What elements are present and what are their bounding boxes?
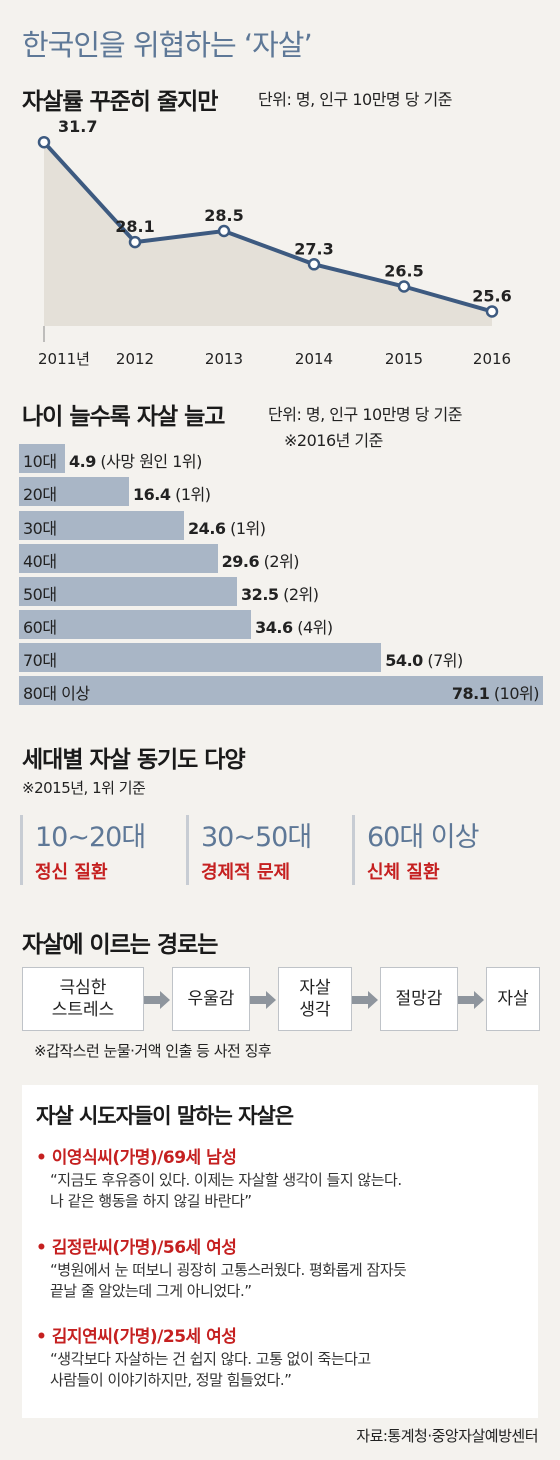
testimony-speaker: • 이영식씨(가명)/69세 남성 <box>36 1148 237 1168</box>
age-bar <box>19 610 252 639</box>
motive-age: 60대 이상 <box>367 822 479 853</box>
rate-point <box>397 280 411 293</box>
testimonies-panel <box>22 1085 538 1418</box>
age-bar <box>19 444 65 473</box>
rate-x-tick-label: 2013 <box>205 350 243 368</box>
source-credit: 자료:통계청·중앙자살예방센터 <box>356 1427 538 1445</box>
age-bar <box>19 477 130 506</box>
rate-x-tick-label: 2016 <box>473 350 511 368</box>
age-bar-value-label: 78.1 (10위) <box>451 684 540 703</box>
rate-point <box>485 305 499 318</box>
motive-age: 10~20대 <box>35 822 146 853</box>
motive-card: 10~20대 정신 질환 <box>20 815 146 885</box>
path-step-stress: 극심한 스트레스 <box>22 967 144 1031</box>
arrow-right-icon <box>250 991 276 1009</box>
motive-card: 60대 이상 신체 질환 <box>352 815 479 885</box>
testimony-speaker: • 김정란씨(가명)/56세 여성 <box>36 1238 237 1258</box>
age-chart-note: ※2016년 기준 <box>284 431 383 450</box>
age-bar-category: 40대 <box>23 552 57 571</box>
motives-note: ※2015년, 1위 기준 <box>22 779 146 797</box>
motive-cause: 경제적 문제 <box>201 862 291 883</box>
rate-value-label: 31.7 <box>58 120 97 136</box>
path-arrows <box>144 991 484 1009</box>
testimonies-title: 자살 시도자들이 말하는 자살은 <box>36 1104 294 1128</box>
rate-area-fill <box>44 142 492 326</box>
age-bar <box>19 511 185 540</box>
rate-chart-unit: 단위: 명, 인구 10만명 당 기준 <box>258 90 452 109</box>
age-chart-unit: 단위: 명, 인구 10만명 당 기준 <box>268 405 462 424</box>
rate-value-label: 26.5 <box>384 262 423 281</box>
motive-cause: 정신 질환 <box>35 862 108 883</box>
age-bar-value-label: 29.6 (2위) <box>221 552 300 571</box>
age-bar-value-label: 54.0 (7위) <box>385 651 463 670</box>
rate-line-chart: 31.7 2011년 28.1 2012 28.5 2013 27.3 2014 26.5 201… <box>37 120 512 368</box>
path-note: ※갑작스런 눈물·거액 인출 등 사전 징후 <box>34 1042 272 1060</box>
arrow-right-icon <box>144 991 170 1009</box>
rate-value-label: 27.3 <box>294 239 333 258</box>
path-step-depression: 우울감 <box>172 967 250 1031</box>
testimony-speaker: • 김지연씨(가명)/25세 여성 <box>36 1327 237 1347</box>
testimony-quote: “지금도 후유증이 있다. 이제는 자살할 생각이 들지 않는다. 나 같은 행… <box>50 1171 402 1210</box>
rate-x-tick-label: 2012 <box>116 350 154 368</box>
motives-title: 세대별 자살 동기도 다양 <box>22 747 246 773</box>
rate-point <box>37 135 51 149</box>
rate-chart-title: 자살률 꾸준히 줄지만 <box>22 89 218 115</box>
rate-x-tick-label: 2015 <box>385 350 423 368</box>
age-bar <box>19 643 382 672</box>
arrow-right-icon <box>352 991 378 1009</box>
testimony-quote: “생각보다 자살하는 건 쉽지 않다. 고통 없이 죽는다고 사람들이 이야기하… <box>50 1350 371 1389</box>
path-step-suicide: 자살 <box>486 967 540 1031</box>
age-bar-value-label: 34.6 (4위) <box>255 618 333 637</box>
path-title: 자살에 이르는 경로는 <box>22 932 218 958</box>
rate-x-tick-label: 2014 <box>295 350 333 368</box>
path-step-suicidal-thought: 자살 생각 <box>278 967 352 1031</box>
rate-value-label: 25.6 <box>472 286 511 305</box>
age-bar <box>19 544 218 573</box>
age-bar <box>19 676 543 705</box>
age-chart-title: 나이 늘수록 자살 늘고 <box>22 404 225 430</box>
motive-age: 30~50대 <box>201 822 312 853</box>
age-bar-category: 30대 <box>23 519 57 538</box>
motive-cause: 신체 질환 <box>367 862 440 883</box>
rate-value-label: 28.5 <box>204 206 243 225</box>
infographic-title: 한국인을 위협하는 ‘자살’ <box>22 28 313 62</box>
age-bar-category: 60대 <box>23 618 57 637</box>
age-bar-value-label: 4.9 (사망 원인 1위) <box>69 452 202 471</box>
rate-value-label: 28.1 <box>115 217 154 236</box>
rate-x-tick-label: 2011년 <box>38 350 90 368</box>
arrow-right-icon <box>458 991 484 1009</box>
path-step-despair: 절망감 <box>380 967 458 1031</box>
age-bar <box>19 577 238 606</box>
rate-line <box>42 140 493 314</box>
age-bar-row: 80대 이상 78.1 (10위) <box>19 676 543 705</box>
age-bar-category: 10대 <box>23 452 57 471</box>
age-bar-category: 70대 <box>23 651 57 670</box>
motive-card: 30~50대 경제적 문제 <box>186 815 312 885</box>
rate-point <box>307 258 321 271</box>
rate-point <box>217 224 231 238</box>
age-bar-category: 50대 <box>23 585 57 604</box>
age-bar-value-label: 32.5 (2위) <box>241 585 319 604</box>
age-bar-value-label: 16.4 (1위) <box>133 485 211 504</box>
age-bar-category: 20대 <box>23 485 57 504</box>
testimony-quote: “병원에서 눈 떠보니 굉장히 고통스러웠다. 평화롭게 잠자듯 끝날 줄 알았… <box>50 1261 407 1300</box>
age-bar-value-label: 24.6 (1위) <box>188 519 266 538</box>
age-bar-category: 80대 이상 <box>23 684 90 703</box>
rate-point <box>128 235 142 249</box>
